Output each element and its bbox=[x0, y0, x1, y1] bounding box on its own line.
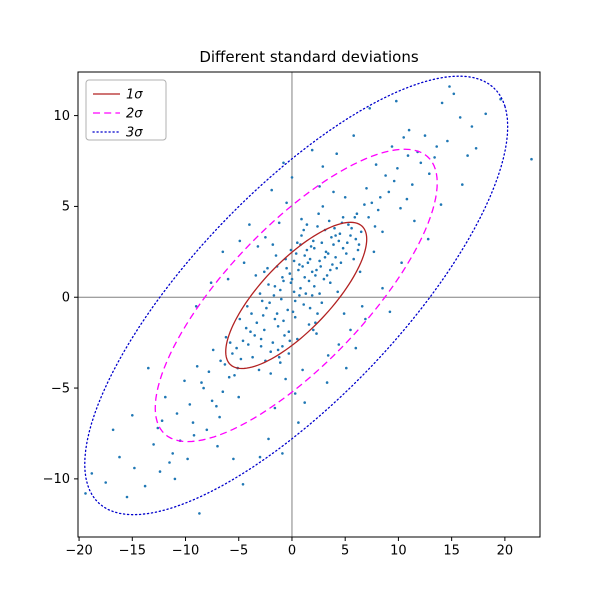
plot-content: −20 −15 −10 −5 0 5 10 15 20 −10 −5 0 5 10 1σ 2σ 3σ bbox=[43, 71, 541, 559]
chart-title: Different standard deviations bbox=[199, 48, 419, 66]
x-tick-label: −10 bbox=[172, 544, 199, 559]
x-tick-label: −5 bbox=[229, 544, 248, 559]
x-tick-label: −15 bbox=[119, 544, 146, 559]
x-tick-label: 0 bbox=[288, 544, 296, 559]
legend: 1σ 2σ 3σ bbox=[85, 79, 167, 141]
y-tick-label: 5 bbox=[62, 200, 70, 215]
x-tick-label: −20 bbox=[65, 544, 92, 559]
ellipse-2sigma bbox=[154, 148, 438, 443]
legend-entry-2sigma: 2σ bbox=[93, 106, 143, 121]
ellipse-3sigma bbox=[84, 75, 509, 516]
legend-entry-3sigma: 3σ bbox=[92, 125, 143, 140]
x-tick-label: 20 bbox=[497, 544, 514, 559]
y-tick-label: 0 bbox=[62, 291, 70, 306]
x-tick-label: 10 bbox=[390, 544, 407, 559]
y-tick-label: 10 bbox=[53, 109, 70, 124]
x-tick-label: 5 bbox=[341, 544, 349, 559]
legend-box bbox=[85, 79, 167, 141]
legend-label: 2σ bbox=[126, 106, 143, 121]
y-tick-label: −5 bbox=[51, 381, 70, 396]
legend-entry-1sigma: 1σ bbox=[93, 87, 143, 102]
axes-frame bbox=[77, 71, 541, 538]
y-axis-ticks: −10 −5 0 5 10 bbox=[43, 109, 78, 487]
y-tick-label: −10 bbox=[43, 472, 70, 487]
x-tick-label: 15 bbox=[443, 544, 460, 559]
scatter-points bbox=[84, 85, 533, 515]
legend-label: 1σ bbox=[126, 87, 143, 102]
x-axis-ticks: −20 −15 −10 −5 0 5 10 15 20 bbox=[65, 537, 513, 559]
ellipse-1sigma bbox=[225, 221, 368, 370]
legend-label: 3σ bbox=[126, 125, 143, 140]
